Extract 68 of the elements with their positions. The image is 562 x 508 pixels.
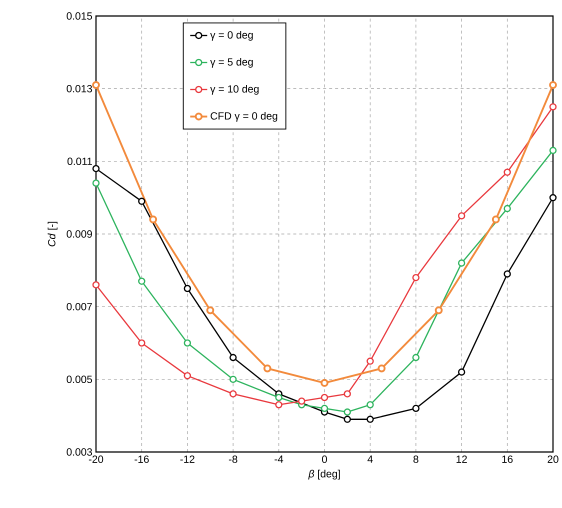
point (549, 194, 557, 202)
x-tick-label: -20 (88, 456, 104, 463)
point (149, 216, 158, 224)
point (412, 354, 420, 362)
x-tick-label: -4 (274, 456, 284, 463)
y-tick-label: 0.013 (66, 84, 92, 92)
point (366, 358, 374, 365)
point (275, 401, 282, 408)
point (458, 212, 466, 220)
point (458, 368, 466, 376)
legend-label: CFD γ = 0 deg (210, 112, 278, 122)
point (549, 81, 557, 89)
y-tick-label: 0.005 (66, 376, 92, 384)
point (92, 164, 100, 172)
point (138, 198, 146, 205)
point (434, 306, 443, 314)
point (344, 416, 351, 423)
point (275, 394, 282, 402)
legend-label: γ = 0 deg (210, 30, 253, 41)
point (320, 394, 328, 402)
point (378, 364, 386, 372)
point (138, 339, 146, 347)
legend-label: γ = 5 deg (210, 58, 253, 68)
legend-label: γ = 10 deg (210, 84, 259, 95)
point (92, 179, 100, 187)
point (229, 376, 237, 383)
point (320, 404, 328, 412)
point (344, 408, 351, 416)
point (298, 397, 306, 405)
point (138, 278, 146, 285)
point (412, 274, 420, 282)
y-tick-label: 0.009 (66, 230, 92, 238)
point (549, 103, 557, 110)
y-axis-title: Cd [-] (48, 222, 58, 246)
y-tick-label: 0.007 (66, 302, 92, 310)
point (549, 146, 557, 154)
point (229, 390, 237, 398)
x-tick-label: -8 (228, 456, 238, 463)
point (366, 401, 374, 408)
x-tick-label: 12 (456, 456, 467, 463)
point (229, 354, 237, 362)
point (412, 404, 420, 412)
y-tick-label: 0.003 (66, 448, 92, 456)
point (504, 204, 511, 212)
point (184, 339, 192, 347)
x-tick-label: 16 (502, 456, 513, 463)
point (320, 379, 328, 387)
point (92, 281, 100, 288)
point (184, 284, 192, 292)
point (366, 416, 374, 423)
x-axis-title: β [deg] (308, 470, 340, 480)
x-tick-label: 0 (322, 456, 327, 463)
point (206, 306, 214, 314)
x-tick-label: -12 (180, 456, 194, 463)
y-tick-label: 0.015 (66, 12, 92, 20)
point (492, 216, 500, 224)
point (184, 372, 192, 380)
y-tick-label: 0.011 (67, 158, 92, 166)
point (504, 270, 511, 278)
point (504, 168, 511, 176)
x-tick-label: 20 (548, 456, 558, 463)
point (92, 81, 100, 89)
x-tick-label: 8 (413, 456, 418, 463)
point (344, 390, 351, 398)
point (263, 364, 272, 372)
x-tick-label: -16 (134, 456, 149, 463)
x-tick-label: 4 (368, 456, 373, 463)
point (458, 259, 466, 267)
